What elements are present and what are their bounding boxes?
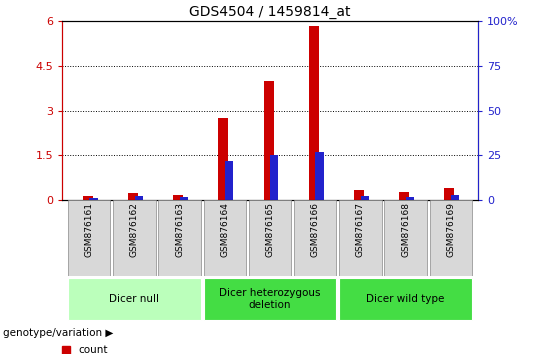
Bar [354,190,364,200]
Bar [270,155,278,200]
Bar [451,195,459,200]
Bar [361,196,369,200]
Text: GSM876165: GSM876165 [266,202,274,257]
Bar [264,81,274,200]
Bar [204,278,336,320]
Bar [339,278,472,320]
Legend: count, percentile rank within the sample: count, percentile rank within the sample [62,345,254,354]
Bar [90,198,98,200]
Text: GSM876162: GSM876162 [130,202,139,257]
Text: Dicer null: Dicer null [110,294,159,304]
Text: GSM876167: GSM876167 [356,202,365,257]
Bar [83,196,93,200]
Bar [68,200,111,276]
Bar [249,200,291,276]
Bar [406,197,414,200]
Bar [204,200,246,276]
Text: genotype/variation ▶: genotype/variation ▶ [3,328,113,338]
Text: GSM876166: GSM876166 [310,202,320,257]
Bar [113,200,156,276]
Bar [180,197,188,200]
Text: Dicer heterozygous
deletion: Dicer heterozygous deletion [219,288,321,310]
Bar [68,278,201,320]
Bar [134,196,143,200]
Bar [173,195,183,200]
Bar [294,200,336,276]
Bar [429,200,472,276]
Text: GSM876163: GSM876163 [175,202,184,257]
Bar [225,161,233,200]
Bar [158,200,201,276]
Text: Dicer wild type: Dicer wild type [367,294,445,304]
Bar [339,200,382,276]
Text: GSM876168: GSM876168 [401,202,410,257]
Bar [315,152,323,200]
Bar [384,200,427,276]
Text: GSM876164: GSM876164 [220,202,230,257]
Title: GDS4504 / 1459814_at: GDS4504 / 1459814_at [189,5,351,19]
Bar [399,192,409,200]
Bar [309,26,319,200]
Text: GSM876169: GSM876169 [446,202,455,257]
Bar [128,193,138,200]
Text: GSM876161: GSM876161 [85,202,94,257]
Bar [444,188,454,200]
Bar [219,118,228,200]
